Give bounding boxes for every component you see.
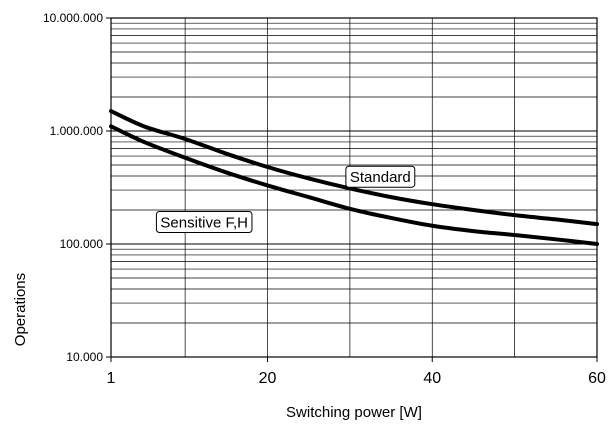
series-label-standard: Standard — [345, 165, 416, 188]
series-labels: Standard Sensitive F,H — [155, 165, 416, 233]
x-tick-label: 1 — [107, 370, 116, 387]
series-label-text: Sensitive F,H — [160, 214, 248, 231]
series-lines — [109, 109, 599, 246]
series-label-box — [345, 165, 416, 188]
series-label-text: Standard — [350, 169, 411, 186]
series-label-sensitive: Sensitive F,H — [155, 210, 253, 233]
x-axis-label: Switching power [W] — [286, 404, 422, 421]
y-tick-labels: 10.000 100.000 1.000.000 10.000.000 — [43, 11, 111, 364]
x-tick-label: 20 — [259, 370, 277, 387]
x-tick-label: 40 — [423, 370, 441, 387]
y-tick-label: 1.000.000 — [50, 124, 104, 138]
x-tick-label: 60 — [588, 370, 606, 387]
series-line-standard — [109, 109, 599, 227]
series-line-sensitive — [109, 124, 599, 246]
y-tick-label: 10.000.000 — [43, 11, 103, 25]
y-tick-label: 10.000 — [66, 350, 103, 364]
y-tick-label: 100.000 — [60, 237, 104, 251]
y-axis-label: Operations — [12, 273, 29, 346]
plot-frame — [110, 17, 598, 358]
series-label-box — [155, 210, 253, 233]
x-tick-labels: 1 20 40 60 — [107, 357, 606, 387]
grid — [111, 18, 597, 357]
